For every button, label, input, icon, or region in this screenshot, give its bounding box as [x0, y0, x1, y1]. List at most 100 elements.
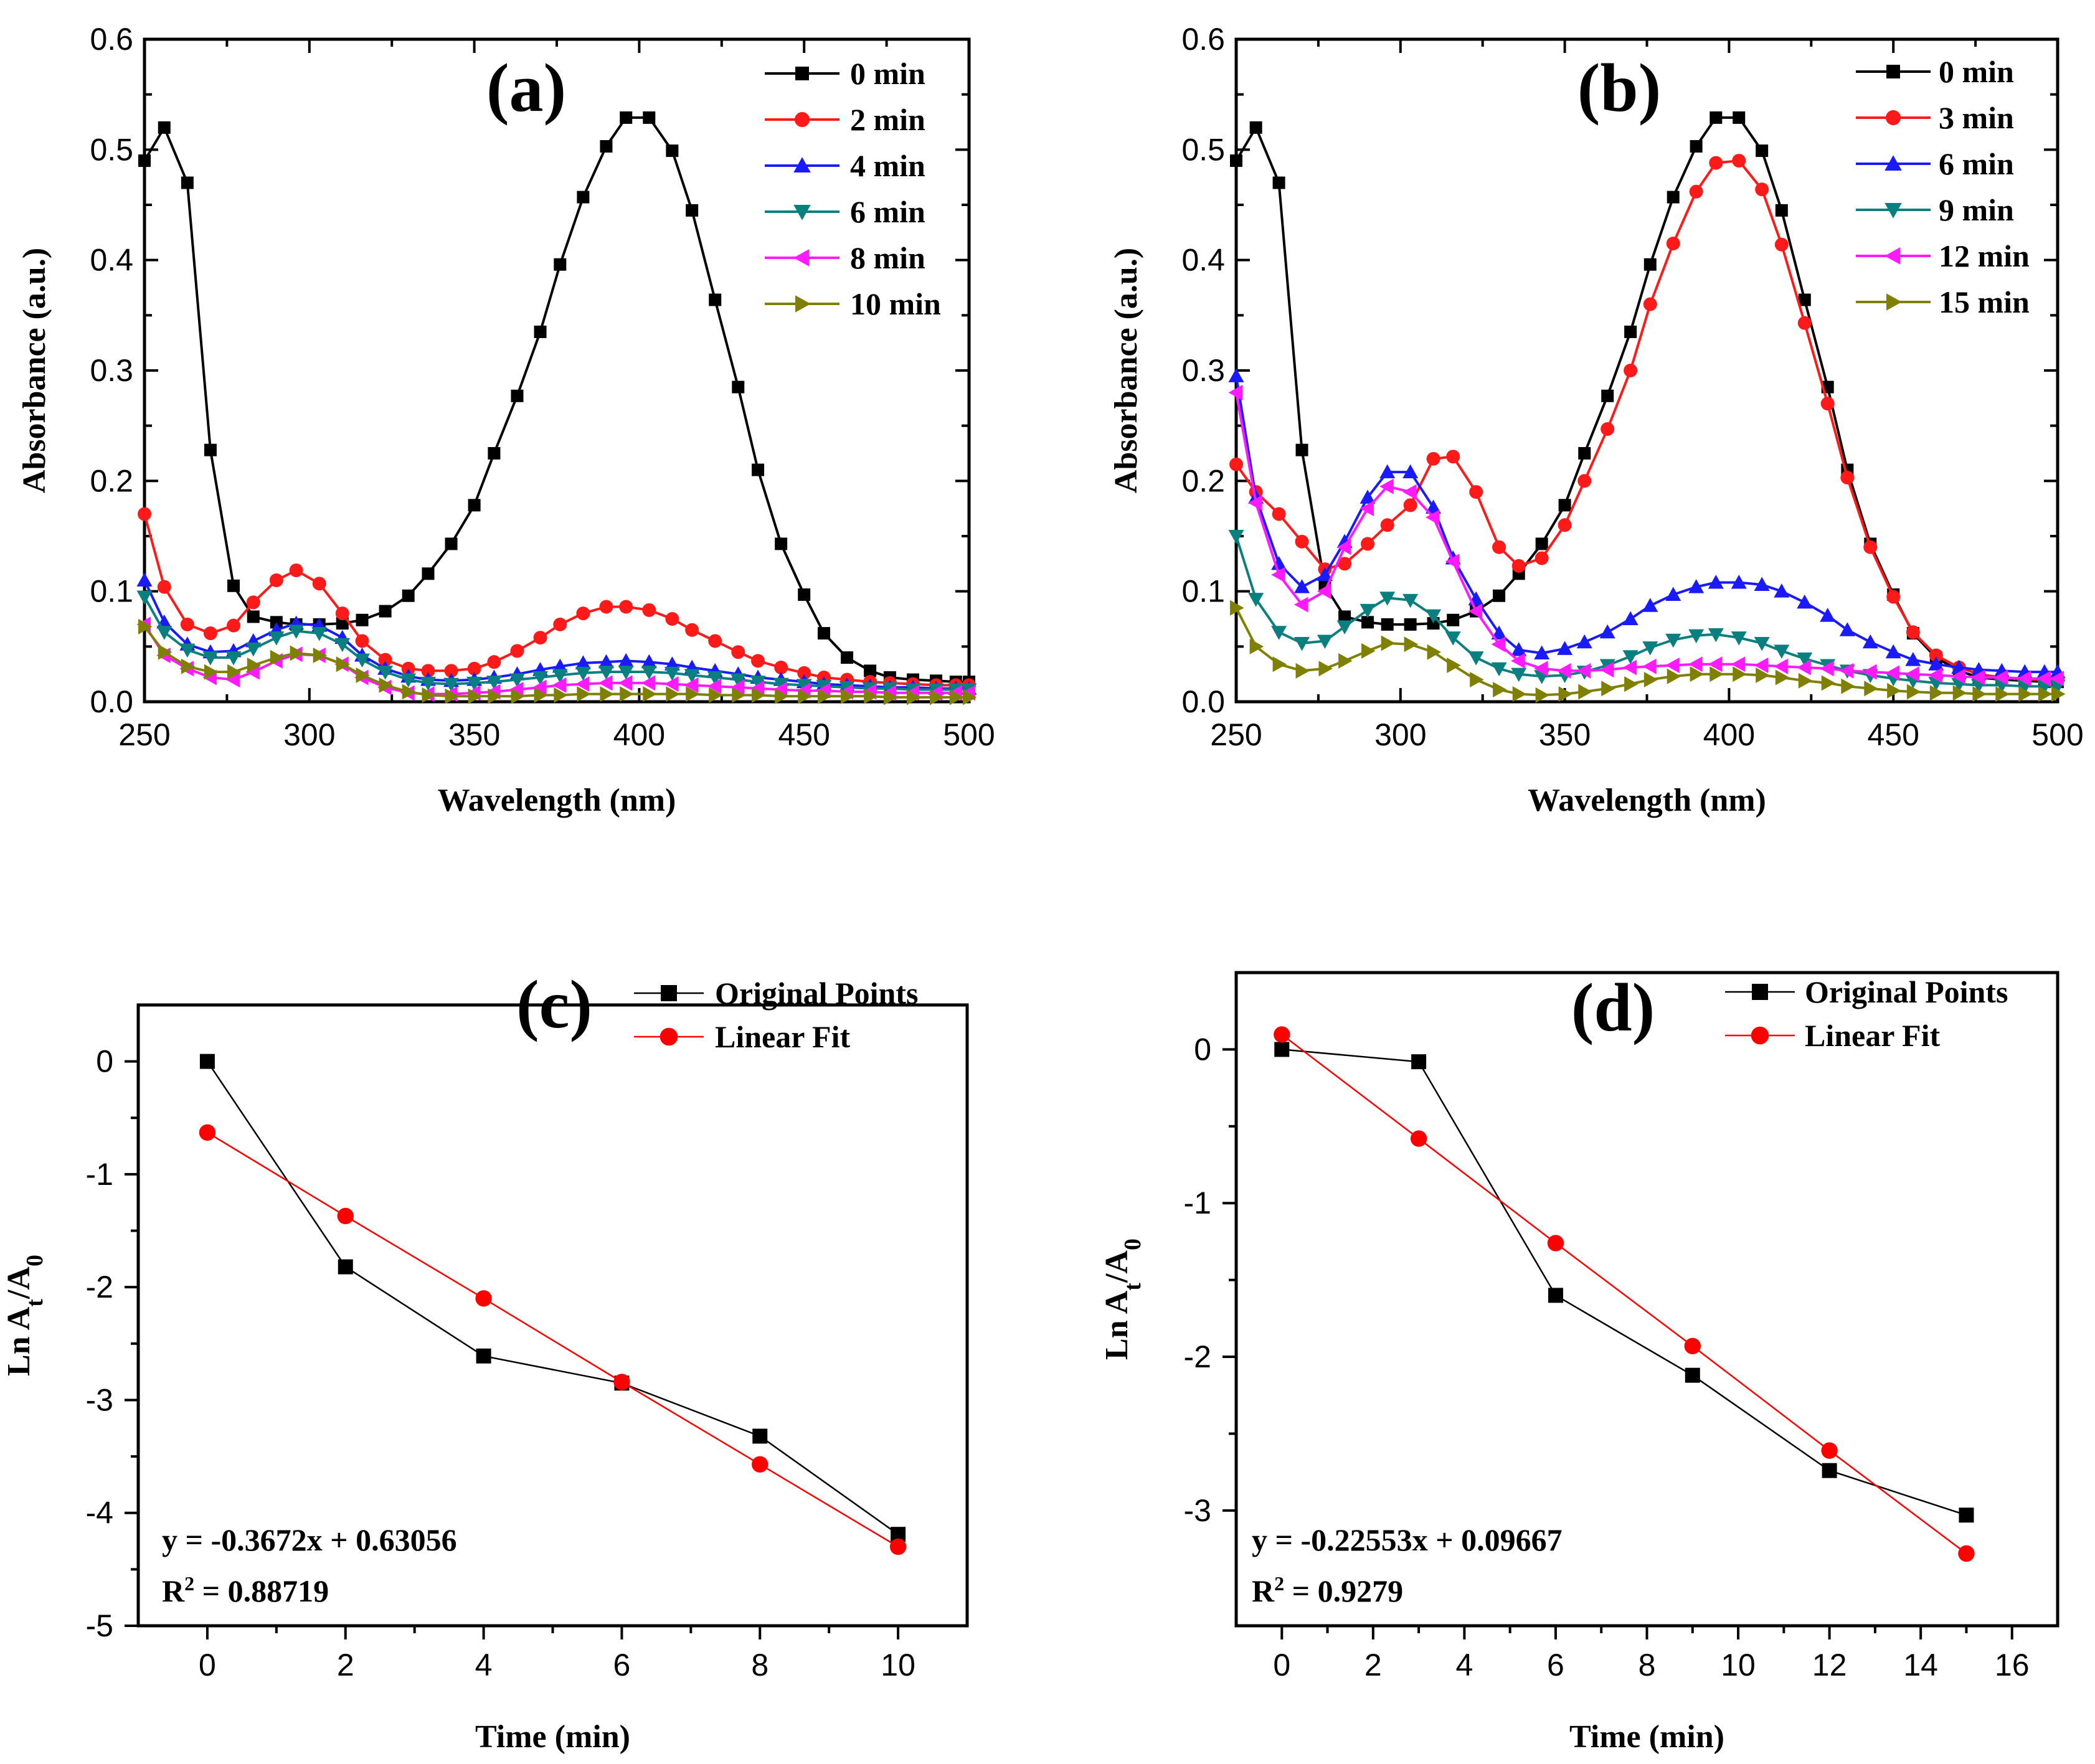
y-tick-label: 0.1: [1181, 574, 1225, 609]
data-point: [1970, 669, 1985, 686]
y-tick-label: 0.3: [90, 353, 133, 388]
data-point: [641, 666, 657, 680]
data-point: [199, 1124, 216, 1141]
data-point: [1294, 579, 1310, 593]
data-point: [600, 140, 613, 153]
x-tick-label: 2: [337, 1648, 354, 1682]
legend-label: 12 min: [1939, 238, 2030, 273]
legend-marker: [1885, 247, 1900, 265]
data-point: [553, 617, 567, 631]
data-point: [1576, 663, 1591, 679]
data-point: [577, 686, 591, 702]
data-point: [1798, 293, 1811, 306]
data-point: [1360, 603, 1376, 618]
data-point: [476, 1348, 491, 1364]
data-point: [204, 443, 217, 456]
y-tick-label: 0: [1194, 1032, 1211, 1067]
y-tick-label: -1: [86, 1157, 113, 1192]
data-point: [708, 634, 722, 648]
data-point: [684, 669, 700, 683]
data-point: [289, 563, 303, 577]
fit-equation: y = -0.22553x + 0.09667: [1252, 1522, 1563, 1557]
series-15-min: [1230, 600, 2066, 703]
x-tick-label: 250: [1210, 717, 1262, 752]
data-point: [1774, 237, 1789, 252]
x-tick-label: 16: [1995, 1648, 2030, 1682]
data-point: [1754, 657, 1769, 673]
data-point: [1447, 613, 1460, 626]
data-point: [1667, 191, 1680, 204]
data-point: [1688, 579, 1705, 593]
data-point: [750, 676, 766, 690]
y-tick-label: 0.4: [1181, 243, 1225, 278]
data-point: [336, 617, 349, 630]
data-point: [203, 626, 217, 641]
data-point: [686, 204, 699, 217]
data-point: [797, 666, 811, 680]
legend-label: 6 min: [850, 194, 925, 229]
y-tick-label: 0.5: [90, 132, 133, 167]
data-point: [312, 577, 326, 591]
data-point: [1558, 686, 1573, 702]
data-point: [1733, 111, 1746, 124]
data-point: [1338, 610, 1351, 623]
data-point: [1840, 471, 1855, 485]
data-point: [1511, 642, 1527, 656]
legend: 0 min 3 min 6 min 9 min 12 min 15 min: [1856, 54, 2030, 319]
data-point: [1690, 140, 1703, 153]
r-squared-symbol: R: [1252, 1573, 1275, 1608]
x-tick-label: 400: [613, 717, 665, 752]
data-point: [422, 687, 436, 703]
data-point: [158, 644, 173, 660]
data-point: [534, 687, 549, 703]
data-point: [1558, 518, 1572, 532]
x-tick-label: 300: [1374, 717, 1426, 752]
data-point: [1361, 643, 1376, 659]
data-point: [338, 1259, 353, 1275]
data-point: [1642, 658, 1657, 674]
x-tick-label: 450: [778, 717, 830, 752]
data-point: [1229, 457, 1243, 471]
data-point: [707, 678, 722, 694]
y-axis-title-part: Ln A: [1099, 1290, 1135, 1360]
data-point: [1929, 648, 1943, 663]
data-point: [665, 612, 679, 626]
legend-label: 3 min: [1939, 100, 2014, 135]
legend-marker: [1885, 203, 1902, 219]
x-axis-title: Wavelength (nm): [1528, 783, 1766, 818]
series-linear-fit: [199, 1124, 907, 1555]
legend-label: Linear Fit: [715, 1019, 850, 1054]
legend-label: 4 min: [850, 148, 925, 183]
data-point: [1622, 659, 1637, 676]
data-point: [158, 121, 171, 134]
series-original-points: [199, 1054, 906, 1542]
data-point: [1381, 618, 1394, 631]
data-point: [1534, 661, 1548, 677]
data-point: [181, 176, 194, 189]
data-point: [1665, 657, 1680, 673]
data-point: [1272, 656, 1287, 672]
data-point: [1958, 1545, 1975, 1562]
data-point: [620, 686, 634, 702]
data-point: [1951, 668, 1965, 684]
data-point: [930, 689, 944, 705]
data-point: [1774, 583, 1790, 598]
data-point: [1862, 634, 1878, 649]
r-squared-exponent: 2: [184, 1572, 194, 1595]
chart-panel-a: 250 300 350 400 450 500 0.0 0.1 0.2 0.3 0.4 0.5 0.6 W…: [17, 22, 995, 818]
data-point: [1885, 665, 1900, 681]
data-point: [1622, 611, 1639, 625]
data-point: [641, 675, 656, 691]
data-point: [1427, 644, 1442, 660]
data-point: [1929, 685, 1944, 701]
data-point: [1993, 669, 2008, 686]
data-point: [552, 669, 568, 683]
legend-marker: [795, 295, 811, 313]
data-point: [534, 325, 547, 338]
data-point: [1839, 622, 1855, 636]
data-point: [1338, 557, 1352, 571]
data-point: [1576, 634, 1592, 649]
data-point: [420, 676, 436, 691]
r-squared: R2 = 0.88719: [162, 1572, 329, 1608]
x-tick-label: 4: [475, 1648, 493, 1682]
